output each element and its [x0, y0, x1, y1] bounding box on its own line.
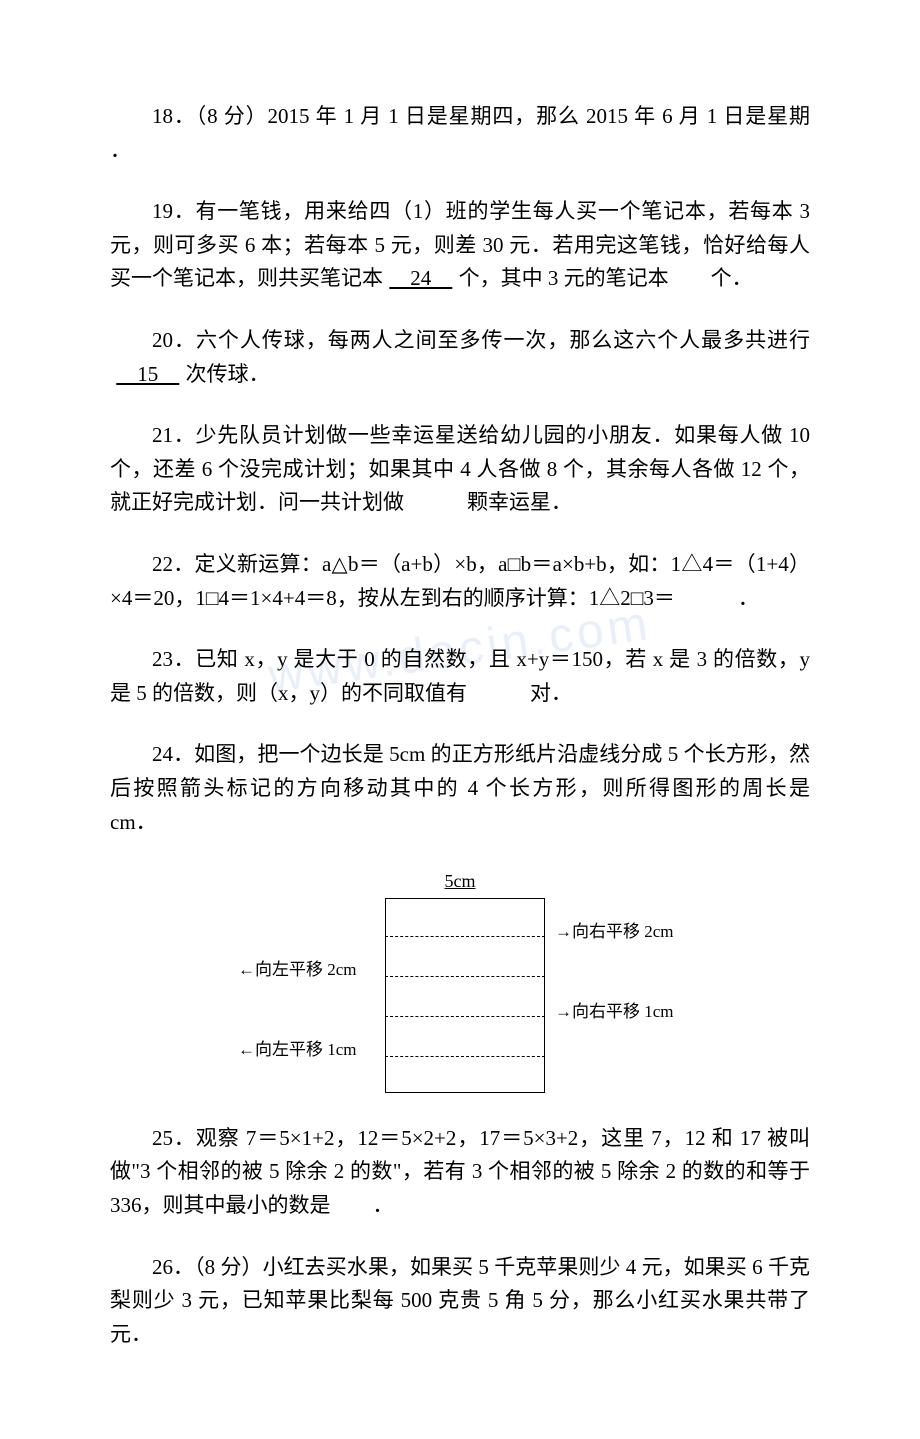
- q-text: 六个人传球，每两人之间至多传一次，那么这六个人最多共进行: [196, 328, 810, 352]
- q-num: 18．: [152, 104, 196, 128]
- q-text: 个，其中 3 元的笔记本: [459, 266, 669, 290]
- figure-square: 5cm →向右平移 2cm ←向左平移 2cm →向右平移 1cm ←向左平移 …: [220, 867, 700, 1102]
- q-text: 对．: [530, 681, 572, 705]
- q-num: 19．: [152, 199, 195, 223]
- q-num: 24．: [152, 742, 194, 766]
- q-blank: [675, 586, 738, 610]
- q-blank: [810, 776, 852, 800]
- q-blank: [810, 104, 852, 128]
- question-23: 23．已知 x，y 是大于 0 的自然数，且 x+y＝150，若 x 是 3 的…: [110, 643, 810, 710]
- question-24: 24．如图，把一个边长是 5cm 的正方形纸片沿虚线分成 5 个长方形，然后按照…: [110, 738, 810, 839]
- q-num: 26．: [152, 1255, 194, 1279]
- q-text: 次传球．: [186, 362, 270, 386]
- question-22: 22．定义新运算：a△b＝（a+b）×b，a□b＝a×b+b，如：1△4＝（1+…: [110, 548, 810, 615]
- q-text: 颗幸运星．: [467, 490, 572, 514]
- q-text: cm．: [110, 810, 157, 834]
- figure-top-label: 5cm: [220, 867, 700, 896]
- q-num: 25．: [152, 1126, 196, 1150]
- q-num: 23．: [152, 647, 195, 671]
- q-answer: 15: [110, 358, 186, 392]
- q-text: 个．: [711, 266, 753, 290]
- q-num: 20．: [152, 328, 196, 352]
- q-blank: [669, 266, 711, 290]
- annotation-right-1: →向右平移 2cm: [555, 918, 674, 945]
- q-num: 22．: [152, 552, 195, 576]
- question-25: 25．观察 7＝5×1+2，12＝5×2+2，17＝5×3+2，这里 7，12 …: [110, 1122, 810, 1223]
- page-content: 18．（8 分）2015 年 1 月 1 日是星期四，那么 2015 年 6 月…: [110, 100, 810, 1351]
- annotation-left-1: ←向左平移 2cm: [238, 956, 357, 983]
- q-num: 21．: [152, 423, 196, 447]
- q-points: （8 分）: [194, 1255, 262, 1279]
- q-answer: 24: [383, 262, 459, 296]
- figure-square-border: [385, 898, 545, 1093]
- q-text: 观察 7＝5×1+2，12＝5×2+2，17＝5×3+2，这里 7，12 和 1…: [110, 1126, 810, 1217]
- annotation-right-2: →向右平移 1cm: [555, 998, 674, 1025]
- dash-line: [385, 1056, 545, 1057]
- q-blank: [404, 490, 467, 514]
- q-text: 2015 年 1 月 1 日是星期四，那么 2015 年 6 月 1 日是星期: [268, 104, 811, 128]
- question-19: 19．有一笔钱，用来给四（1）班的学生每人买一个笔记本，若每本 3 元，则可多买…: [110, 195, 810, 296]
- figure-body: →向右平移 2cm ←向左平移 2cm →向右平移 1cm ←向左平移 1cm: [220, 898, 700, 1102]
- q-text: ．: [738, 586, 759, 610]
- question-20: 20．六个人传球，每两人之间至多传一次，那么这六个人最多共进行 15 次传球．: [110, 324, 810, 391]
- q-text: 如图，把一个边长是 5cm 的正方形纸片沿虚线分成 5 个长方形，然后按照箭头标…: [110, 742, 810, 800]
- question-21: 21．少先队员计划做一些幸运星送给幼儿园的小朋友．如果每人做 10 个，还差 6…: [110, 419, 810, 520]
- q-text: ．: [373, 1193, 394, 1217]
- annotation-left-2: ←向左平移 1cm: [238, 1036, 357, 1063]
- question-18: 18．（8 分）2015 年 1 月 1 日是星期四，那么 2015 年 6 月…: [110, 100, 810, 167]
- q-blank: [331, 1193, 373, 1217]
- q-points: （8 分）: [196, 104, 268, 128]
- dash-line: [385, 1016, 545, 1017]
- q-text: ．: [110, 138, 131, 162]
- q-blank: [810, 1288, 831, 1312]
- q-blank: [467, 681, 530, 705]
- dash-line: [385, 936, 545, 937]
- question-26: 26．（8 分）小红去买水果，如果买 5 千克苹果则少 4 元，如果买 6 千克…: [110, 1251, 810, 1352]
- q-text: 已知 x，y 是大于 0 的自然数，且 x+y＝150，若 x 是 3 的倍数，…: [110, 647, 810, 705]
- q-text: 元．: [110, 1322, 152, 1346]
- dash-line: [385, 976, 545, 977]
